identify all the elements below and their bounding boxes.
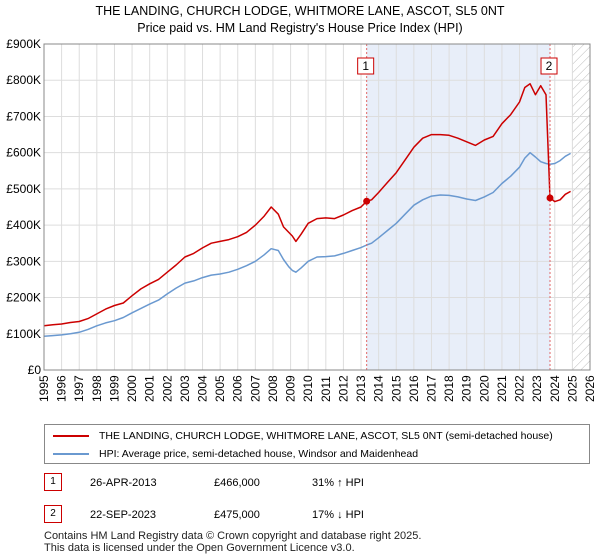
transaction-date: 22-SEP-2023 — [90, 509, 157, 521]
x-tick-label: 2023 — [530, 375, 544, 402]
y-tick-label: £0 — [28, 363, 42, 377]
y-tick-label: £700K — [6, 109, 41, 123]
x-tick-label: 2015 — [389, 375, 403, 402]
x-tick-label: 2006 — [231, 375, 245, 402]
x-tick-label: 2012 — [336, 375, 350, 402]
y-tick-label: £600K — [6, 146, 41, 160]
y-tick-label: £300K — [6, 254, 41, 268]
sale-1-label-box — [357, 57, 375, 75]
transaction-badge: 1 — [44, 473, 62, 491]
legend-label-hpi: HPI: Average price, semi-detached house,… — [99, 448, 419, 460]
sale-2-label-box — [540, 57, 558, 75]
x-tick-label: 2013 — [354, 375, 368, 402]
chart-subtitle: Price paid vs. HM Land Registry's House … — [137, 21, 463, 35]
x-tick-label: 2010 — [301, 375, 315, 402]
x-tick-label: 2003 — [178, 375, 192, 402]
x-tick-label: 2001 — [143, 375, 157, 402]
x-tick-label: 2011 — [319, 376, 333, 402]
y-tick-label: £200K — [6, 291, 41, 305]
footer-copyright: Contains HM Land Registry data © Crown c… — [44, 530, 422, 542]
chart-title-block: THE LANDING, CHURCH LODGE, WHITMORE LANE… — [0, 3, 600, 37]
transaction-price: £475,000 — [214, 509, 260, 521]
x-tick-label: 2019 — [460, 375, 474, 402]
x-tick-label: 2002 — [160, 375, 174, 402]
x-tick-label: 2000 — [125, 375, 139, 402]
sale-1-point — [363, 197, 371, 205]
sale-1-label: 1 — [362, 59, 369, 73]
transaction-price: £466,000 — [214, 477, 260, 489]
transaction-date: 26-APR-2013 — [90, 477, 157, 489]
transaction-hpi-diff: 31% ↑ HPI — [312, 477, 364, 489]
y-tick-label: £400K — [6, 218, 41, 232]
price-chart: 1 2 £0 £100K £200K £300K £400K £500K £600K £700K… — [6, 37, 597, 402]
x-tick-label: 2017 — [424, 375, 438, 402]
chart-title: THE LANDING, CHURCH LODGE, WHITMORE LANE… — [95, 4, 505, 18]
x-tick-label: 1997 — [72, 375, 86, 402]
hpi-series-line — [43, 151, 571, 338]
forecast-hatch — [572, 44, 590, 370]
y-tick-label: £900K — [6, 37, 41, 51]
y-tick-label: £800K — [6, 73, 41, 87]
x-tick-label: 2022 — [513, 375, 527, 402]
x-tick-label: 2014 — [372, 375, 386, 402]
legend-label-property: THE LANDING, CHURCH LODGE, WHITMORE LANE… — [99, 430, 553, 442]
x-tick-label: 2009 — [284, 375, 298, 402]
footer: Contains HM Land Registry data © Crown c… — [44, 530, 421, 554]
x-tick-label: 2008 — [266, 375, 280, 402]
x-tick-label: 2005 — [213, 375, 227, 402]
legend-swatch-property — [53, 435, 89, 437]
x-tick-label: 1999 — [107, 375, 121, 402]
sale-2-label: 2 — [546, 59, 553, 73]
chart-legend: THE LANDING, CHURCH LODGE, WHITMORE LANE… — [44, 424, 590, 464]
x-tick-label: 2021 — [495, 375, 509, 402]
y-tick-label: £100K — [6, 327, 41, 341]
property-series-line — [43, 83, 571, 327]
x-tick-label: 2018 — [442, 375, 456, 402]
x-tick-label: 2007 — [248, 375, 262, 402]
x-tick-label: 1998 — [90, 375, 104, 402]
legend-swatch-hpi — [53, 453, 89, 455]
x-tick-label: 1996 — [55, 375, 69, 402]
x-tick-label: 2016 — [407, 375, 421, 402]
sale-2-point — [546, 194, 554, 202]
x-tick-label: 2024 — [548, 375, 562, 402]
y-tick-label: £500K — [6, 182, 41, 196]
transaction-hpi-diff: 17% ↓ HPI — [312, 509, 364, 521]
x-tick-label: 2004 — [196, 375, 210, 402]
x-tick-label: 2020 — [477, 375, 491, 402]
footer-licence: This data is licensed under the Open Gov… — [44, 542, 355, 554]
x-tick-label: 2026 — [583, 375, 597, 402]
x-tick-label: 1995 — [37, 375, 51, 402]
plot-frame — [43, 43, 591, 371]
x-tick-label: 2025 — [565, 375, 579, 402]
transaction-badge: 2 — [44, 505, 62, 523]
